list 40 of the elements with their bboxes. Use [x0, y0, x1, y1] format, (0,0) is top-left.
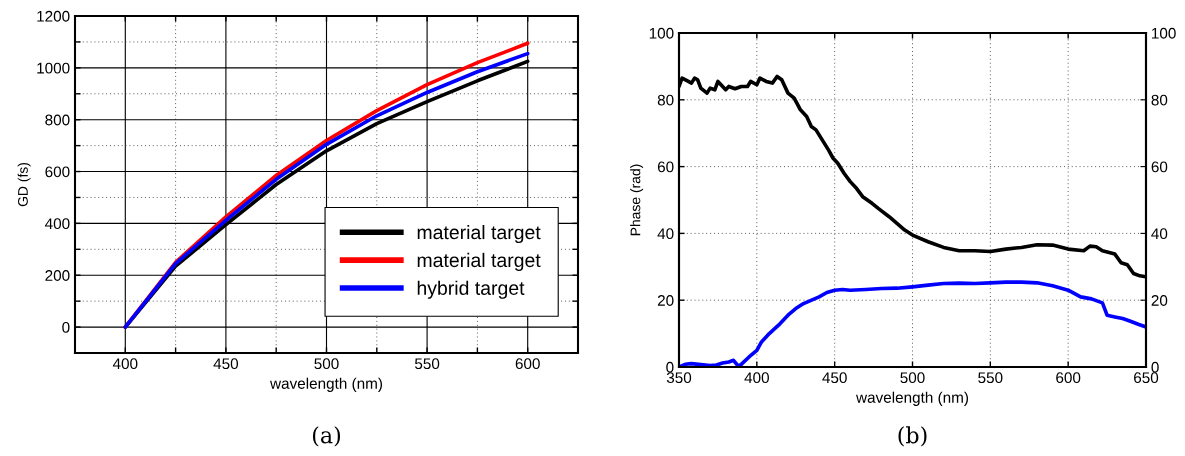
x-tick-label: 600	[515, 358, 540, 370]
y-tick-label: 100	[649, 27, 674, 39]
y2-tick-label: 20	[1151, 295, 1168, 306]
x-tick-label: 350	[666, 372, 692, 384]
x-tick-label: 400	[112, 358, 138, 370]
x-tick-label: 400	[744, 372, 769, 384]
y-tick-label: 1000	[37, 62, 70, 74]
y-tick-label: 400	[45, 218, 70, 230]
text: (a)	[312, 426, 341, 447]
y-tick-label: 800	[45, 114, 70, 126]
y2-tick-label: 40	[1151, 228, 1168, 240]
y2-tick-label: 0	[1151, 361, 1159, 373]
y2-tick-label: 80	[1151, 94, 1168, 106]
x-tick-label: 500	[314, 358, 339, 370]
x-tick-label: 450	[213, 358, 239, 370]
y-axis-title: Phase (rad)	[630, 164, 644, 236]
x-tick-label: 650	[1134, 372, 1159, 384]
y-tick-label: 0	[666, 361, 674, 373]
legend-label: material target	[417, 225, 541, 244]
x-tick-label: 600	[1056, 372, 1081, 384]
y-tick-label: 200	[45, 270, 70, 281]
y-tick-label: 600	[45, 166, 70, 178]
y-axis-title: GD (fs)	[17, 162, 31, 207]
y2-tick-label: 60	[1151, 161, 1168, 173]
x-tick-label: 450	[822, 372, 847, 384]
text: (b)	[898, 426, 927, 447]
y-tick-label: 40	[657, 228, 674, 240]
legend-label: material target	[417, 252, 541, 271]
y-tick-label: 80	[657, 94, 674, 106]
x-tick-label: 550	[414, 358, 440, 370]
x-axis-title: wavelength (nm)	[270, 377, 383, 392]
legend-label: hybrid target	[417, 280, 525, 299]
y2-tick-label: 100	[1152, 27, 1176, 39]
y-tick-label: 1200	[37, 10, 70, 22]
x-tick-label: 500	[900, 372, 925, 384]
x-tick-label: 550	[978, 372, 1003, 384]
y-tick-label: 0	[62, 321, 70, 333]
y-tick-label: 60	[657, 161, 674, 173]
x-axis-title: wavelength (nm)	[856, 391, 969, 406]
y-tick-label: 20	[657, 295, 674, 306]
